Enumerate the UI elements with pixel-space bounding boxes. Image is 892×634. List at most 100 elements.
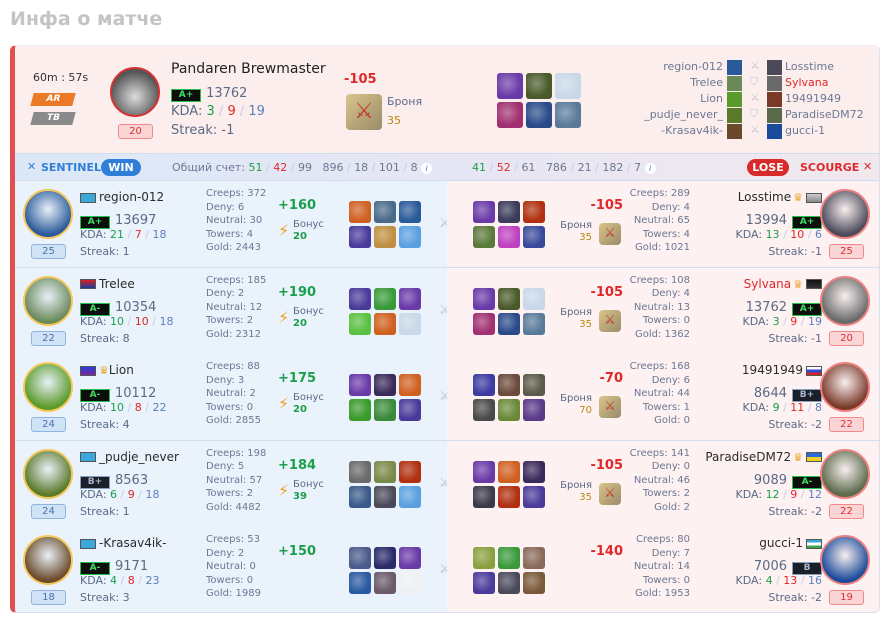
item-icon[interactable] bbox=[399, 572, 421, 595]
player-name-text[interactable]: _pudje_never bbox=[99, 449, 179, 464]
item-icon[interactable] bbox=[526, 73, 552, 99]
item-icon[interactable] bbox=[498, 201, 520, 223]
item-icon[interactable] bbox=[399, 399, 421, 422]
player-name[interactable]: Sylvana ♛ bbox=[744, 277, 822, 291]
item-icon[interactable] bbox=[497, 73, 523, 99]
item-icon[interactable] bbox=[473, 312, 495, 335]
item-icon[interactable] bbox=[523, 572, 545, 595]
player-name-text[interactable]: Losstime bbox=[737, 190, 792, 204]
item-icon[interactable] bbox=[349, 374, 371, 397]
item-icon[interactable] bbox=[399, 312, 421, 335]
player-name[interactable]: Losstime ♛ bbox=[738, 190, 822, 204]
item-icon[interactable] bbox=[473, 399, 495, 422]
item-icon[interactable] bbox=[399, 547, 421, 570]
item-icon[interactable] bbox=[374, 312, 396, 335]
item-icon[interactable] bbox=[523, 485, 545, 508]
item-icon[interactable] bbox=[523, 201, 545, 223]
item-icon[interactable] bbox=[349, 201, 371, 223]
item-icon[interactable] bbox=[523, 226, 545, 248]
matchup-right-player[interactable]: Sylvana bbox=[785, 76, 829, 89]
item-icon[interactable] bbox=[523, 374, 545, 397]
item-icon[interactable] bbox=[473, 460, 495, 483]
item-icon[interactable] bbox=[498, 547, 520, 570]
matchup-left-player[interactable]: region-012 bbox=[663, 60, 723, 73]
player-avatar[interactable] bbox=[23, 362, 73, 413]
player-name-text[interactable]: -Krasav4ik- bbox=[99, 536, 167, 551]
player-name[interactable]: ParadiseDM72 ♛ bbox=[705, 450, 822, 464]
item-icon[interactable] bbox=[349, 226, 371, 248]
player-avatar[interactable] bbox=[23, 535, 73, 586]
item-icon[interactable] bbox=[498, 374, 520, 397]
matchup-right-player[interactable]: Losstime bbox=[785, 60, 834, 73]
item-icon[interactable] bbox=[523, 312, 545, 335]
player-name-text[interactable]: Sylvana bbox=[743, 276, 792, 291]
item-icon[interactable] bbox=[399, 226, 421, 248]
item-icon[interactable] bbox=[349, 460, 371, 483]
player-name[interactable]: gucci-1 bbox=[759, 536, 822, 550]
item-icon[interactable] bbox=[498, 399, 520, 422]
item-icon[interactable] bbox=[374, 485, 396, 508]
item-icon[interactable] bbox=[399, 201, 421, 223]
item-icon[interactable] bbox=[374, 572, 396, 595]
player-avatar[interactable] bbox=[23, 189, 73, 239]
item-icon[interactable] bbox=[555, 73, 581, 99]
item-icon[interactable] bbox=[523, 460, 545, 483]
matchup-left-player[interactable]: Trelee bbox=[690, 76, 723, 89]
item-icon[interactable] bbox=[349, 312, 371, 335]
player-avatar[interactable] bbox=[820, 535, 870, 586]
item-icon[interactable] bbox=[374, 460, 396, 483]
matchup-right-player[interactable]: 19491949 bbox=[785, 92, 841, 105]
player-avatar[interactable] bbox=[820, 448, 870, 499]
player-name[interactable]: region-012 bbox=[80, 190, 180, 204]
item-icon[interactable] bbox=[498, 460, 520, 483]
item-icon[interactable] bbox=[523, 547, 545, 570]
item-icon[interactable] bbox=[555, 102, 581, 128]
player-name-text[interactable]: 19491949 bbox=[741, 363, 803, 378]
player-avatar[interactable] bbox=[820, 189, 870, 239]
item-icon[interactable] bbox=[473, 374, 495, 397]
item-icon[interactable] bbox=[374, 226, 396, 248]
item-icon[interactable] bbox=[498, 485, 520, 508]
item-icon[interactable] bbox=[473, 287, 495, 310]
item-icon[interactable] bbox=[523, 399, 545, 422]
matchup-right-player[interactable]: ParadiseDM72 bbox=[785, 108, 864, 121]
item-icon[interactable] bbox=[523, 287, 545, 310]
player-avatar[interactable] bbox=[23, 275, 73, 326]
matchup-left-player[interactable]: -Krasav4ik- bbox=[661, 124, 723, 137]
item-icon[interactable] bbox=[498, 572, 520, 595]
item-icon[interactable] bbox=[399, 374, 421, 397]
player-name-text[interactable]: region-012 bbox=[99, 190, 165, 204]
item-icon[interactable] bbox=[374, 547, 396, 570]
player-avatar[interactable] bbox=[23, 448, 73, 499]
item-icon[interactable] bbox=[374, 201, 396, 223]
item-icon[interactable] bbox=[526, 102, 552, 128]
player-name-text[interactable]: gucci-1 bbox=[759, 536, 803, 551]
player-name-text[interactable]: Lion bbox=[108, 363, 134, 378]
item-icon[interactable] bbox=[473, 572, 495, 595]
matchup-left-player[interactable]: Lion bbox=[700, 92, 723, 105]
item-icon[interactable] bbox=[374, 287, 396, 310]
item-icon[interactable] bbox=[399, 460, 421, 483]
player-name[interactable]: 19491949 bbox=[742, 363, 822, 377]
item-icon[interactable] bbox=[349, 485, 371, 508]
item-icon[interactable] bbox=[349, 287, 371, 310]
player-avatar[interactable] bbox=[820, 275, 870, 326]
player-name-text[interactable]: ParadiseDM72 bbox=[705, 449, 792, 464]
item-icon[interactable] bbox=[349, 547, 371, 570]
item-icon[interactable] bbox=[498, 226, 520, 248]
matchup-right-player[interactable]: gucci-1 bbox=[785, 124, 826, 137]
info-icon[interactable]: i bbox=[421, 163, 433, 174]
item-icon[interactable] bbox=[473, 485, 495, 508]
item-icon[interactable] bbox=[349, 399, 371, 422]
info-icon[interactable]: i bbox=[644, 163, 656, 174]
item-icon[interactable] bbox=[473, 201, 495, 223]
item-icon[interactable] bbox=[349, 572, 371, 595]
item-icon[interactable] bbox=[498, 287, 520, 310]
player-name[interactable]: -Krasav4ik- bbox=[80, 536, 180, 550]
player-avatar[interactable] bbox=[820, 362, 870, 413]
player-name[interactable]: ♛ Lion bbox=[80, 363, 180, 377]
item-icon[interactable] bbox=[399, 287, 421, 310]
item-icon[interactable] bbox=[374, 374, 396, 397]
item-icon[interactable] bbox=[399, 485, 421, 508]
item-icon[interactable] bbox=[497, 102, 523, 128]
